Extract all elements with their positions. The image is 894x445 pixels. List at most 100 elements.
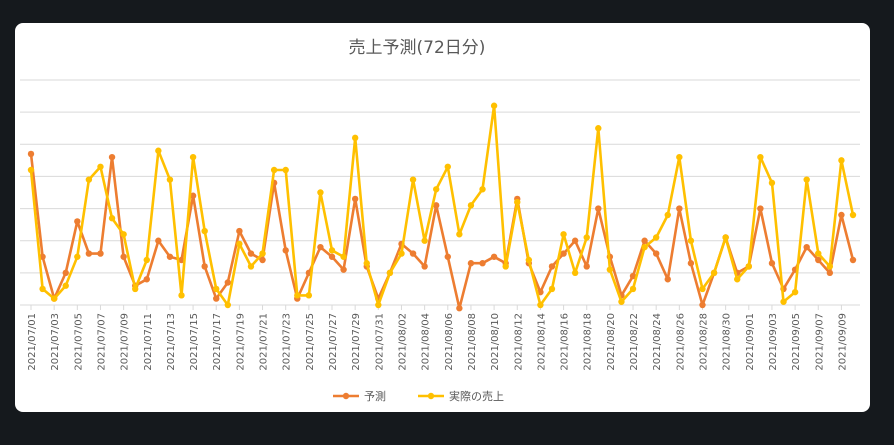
data-point: [433, 202, 440, 209]
x-tick-label: 2021/08/24: [652, 313, 663, 371]
x-tick-label: 2021/09/01: [745, 313, 756, 371]
x-tick-label: 2021/07/15: [189, 313, 200, 371]
data-point: [571, 269, 579, 277]
data-point: [652, 234, 660, 241]
x-tick-label: 2021/09/07: [814, 313, 825, 371]
x-tick-label: 2021/07/07: [96, 313, 107, 371]
x-tick-label: 2021/07/29: [351, 313, 362, 371]
x-tick-label: 2021/07/31: [374, 313, 385, 371]
data-point: [803, 243, 810, 251]
data-point: [687, 237, 695, 244]
data-point: [525, 256, 533, 264]
data-point: [676, 153, 683, 161]
data-point: [62, 269, 69, 277]
data-point: [97, 163, 104, 170]
data-point: [815, 256, 822, 264]
x-tick-label: 2021/08/02: [397, 313, 408, 371]
data-point: [838, 157, 845, 164]
x-tick-label: 2021/08/22: [629, 313, 640, 371]
data-point: [39, 253, 46, 260]
data-point: [641, 237, 648, 244]
data-point: [479, 186, 486, 193]
x-tick-label: 2021/07/17: [212, 313, 223, 371]
data-point: [375, 301, 382, 309]
data-point: [201, 263, 208, 270]
chart-title: 売上予測(72日分): [349, 38, 486, 58]
data-point: [97, 250, 104, 257]
legend-label: 予測: [364, 389, 386, 403]
x-tick-label: 2021/07/05: [73, 313, 84, 371]
data-point: [74, 253, 81, 260]
data-point: [456, 305, 463, 312]
data-point: [27, 166, 35, 174]
data-point: [259, 250, 266, 257]
series-line: [29, 104, 855, 307]
data-point: [444, 253, 451, 260]
data-point: [514, 198, 521, 206]
data-point: [676, 205, 683, 212]
data-point: [236, 240, 243, 248]
x-tick-label: 2021/07/13: [166, 313, 177, 371]
x-tick-label: 2021/08/16: [560, 313, 571, 371]
x-tick-label: 2021/08/18: [583, 313, 594, 371]
x-tick-label: 2021/08/20: [606, 313, 617, 371]
data-point: [537, 301, 544, 309]
x-tick-label: 2021/08/30: [722, 313, 733, 371]
data-point: [50, 295, 58, 302]
data-point: [224, 301, 232, 309]
x-tick-label: 2021/07/27: [328, 313, 339, 371]
x-tick-label: 2021/08/10: [490, 313, 501, 371]
data-point: [490, 253, 498, 260]
data-point: [467, 202, 475, 209]
data-point: [560, 250, 567, 257]
data-point: [213, 295, 220, 302]
data-point: [317, 243, 324, 251]
data-point: [351, 134, 359, 142]
data-point: [548, 285, 556, 293]
data-point: [745, 263, 753, 270]
data-point: [85, 250, 93, 257]
data-point: [826, 269, 834, 277]
x-tick-label: 2021/07/11: [143, 313, 154, 371]
x-tick-label: 2021/09/05: [791, 313, 802, 371]
data-point: [768, 179, 776, 187]
data-point: [849, 256, 857, 264]
series-1: [27, 150, 857, 312]
data-point: [433, 186, 440, 193]
data-point: [490, 102, 498, 109]
data-point: [595, 205, 602, 212]
data-point: [606, 266, 614, 273]
x-tick-label: 2021/09/03: [768, 313, 779, 371]
data-point: [189, 153, 197, 161]
data-point: [328, 253, 336, 260]
data-point: [270, 166, 278, 174]
data-point: [328, 247, 336, 254]
legend-item: 予測: [333, 389, 386, 403]
data-point: [74, 218, 81, 225]
data-point: [699, 301, 706, 309]
data-point: [120, 253, 127, 260]
x-tick-label: 2021/07/09: [120, 313, 131, 371]
data-point: [467, 260, 475, 267]
data-point: [618, 298, 625, 305]
data-point: [340, 266, 347, 273]
x-tick-label: 2021/07/03: [50, 313, 61, 371]
data-point: [166, 176, 174, 183]
data-point: [166, 253, 174, 260]
data-point: [85, 176, 93, 183]
data-point: [247, 263, 255, 270]
data-point: [826, 263, 834, 270]
legend: 予測 実際の売上: [333, 389, 504, 403]
x-tick-label: 2021/08/08: [467, 313, 478, 371]
line-chart: 売上予測(72日分) 2021/07/01 2021/07/03 2021/07/0…: [20, 38, 860, 403]
x-tick-label: 2021/08/12: [513, 313, 524, 371]
data-point: [791, 288, 799, 296]
data-point: [62, 282, 69, 289]
data-point: [108, 153, 116, 161]
data-point: [236, 227, 243, 235]
data-point: [699, 285, 706, 293]
series-lines: [27, 102, 857, 312]
x-tick-label: 2021/08/26: [675, 313, 686, 371]
data-point: [641, 243, 648, 251]
data-point: [583, 263, 590, 270]
